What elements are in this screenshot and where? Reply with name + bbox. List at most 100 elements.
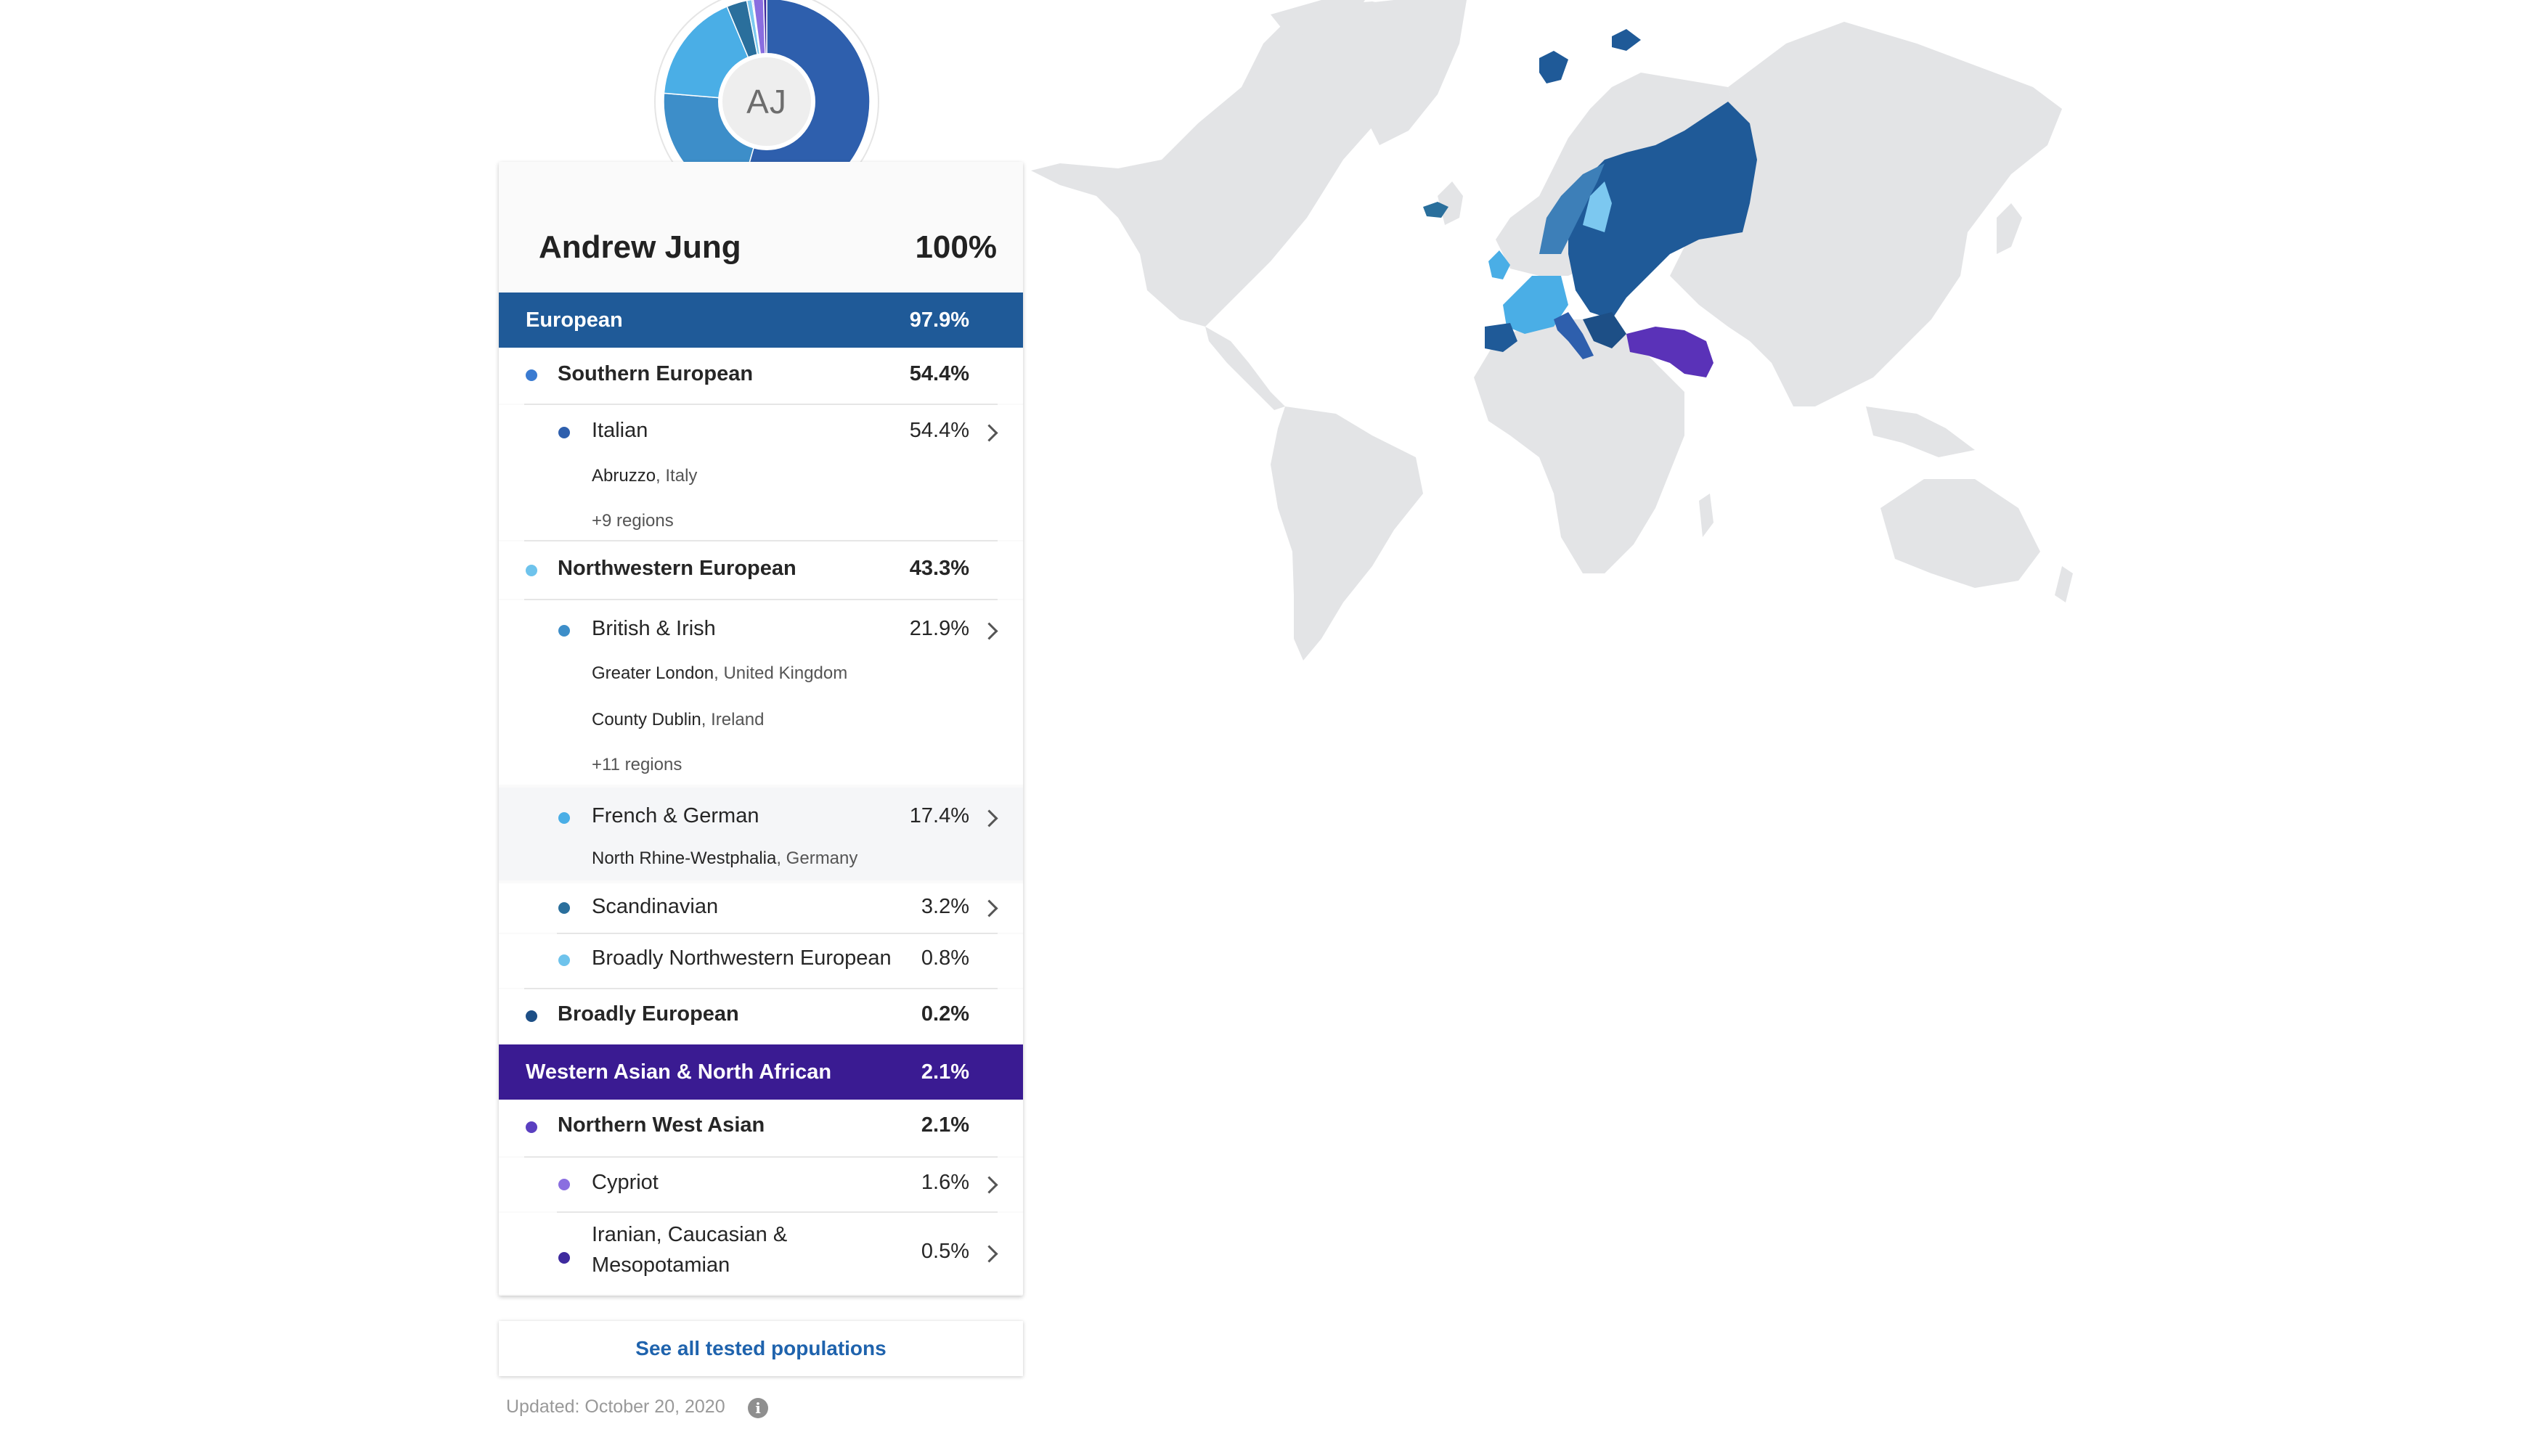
- row-percent: 0.8%: [921, 946, 969, 970]
- color-dot: [558, 427, 570, 438]
- landmass-asia: [1670, 22, 2062, 406]
- region-iceland: [1423, 202, 1448, 218]
- info-icon[interactable]: i: [748, 1398, 768, 1418]
- person-name: Andrew Jung: [539, 229, 741, 265]
- group-header-european[interactable]: European 97.9%: [499, 293, 1023, 348]
- row-scandinavian[interactable]: Scandinavian 3.2%: [499, 883, 1023, 933]
- divider: [524, 540, 998, 541]
- row-label: Broadly European: [558, 1002, 739, 1026]
- chevron-right-icon[interactable]: [980, 1245, 998, 1263]
- row-label-line2: Mesopotamian: [592, 1253, 730, 1277]
- row-label-line1: Iranian, Caucasian &: [592, 1223, 788, 1246]
- updated-date: Updated: October 20, 2020: [506, 1396, 725, 1417]
- color-dot: [558, 902, 570, 914]
- ancestry-breakdown-card: Andrew Jung 100% European 97.9% Southern…: [499, 162, 1023, 1296]
- person-total-percent: 100%: [915, 229, 997, 265]
- avatar-initials: AJ: [746, 83, 787, 120]
- row-cypriot[interactable]: Cypriot 1.6%: [499, 1158, 1023, 1211]
- donut-center: [718, 53, 815, 150]
- row-percent: 0.2%: [921, 1002, 969, 1026]
- row-percent: 54.4%: [909, 362, 969, 385]
- row-label: Scandinavian: [592, 895, 719, 918]
- donut-halo-ring: [654, 0, 879, 210]
- region-item: North Rhine-Westphalia, Germany: [592, 848, 858, 868]
- region-western-asia: [1626, 327, 1713, 377]
- landmass-new-zealand: [2055, 566, 2073, 602]
- group-label: European: [526, 308, 623, 332]
- row-percent: 0.5%: [921, 1240, 969, 1263]
- row-french-german[interactable]: French & German 17.4% North Rhine-Westph…: [499, 788, 1023, 880]
- map-ancestry-highlights: [1423, 29, 1757, 377]
- landmass-south-america: [1271, 406, 1423, 660]
- landmass-greenland: [1329, 0, 1467, 145]
- row-northern-west-asian[interactable]: Northern West Asian 2.1%: [499, 1100, 1023, 1156]
- chevron-right-icon[interactable]: [980, 899, 998, 917]
- region-iberia: [1485, 323, 1517, 352]
- region-scandinavia: [1539, 163, 1605, 254]
- region-italy: [1554, 312, 1594, 359]
- map-land: [1031, 0, 2073, 660]
- divider: [524, 1156, 998, 1158]
- chevron-right-icon[interactable]: [980, 1176, 998, 1194]
- card-header: Andrew Jung 100%: [499, 162, 1023, 293]
- divider: [557, 933, 998, 934]
- landmass-central-america: [1205, 327, 1285, 410]
- region-finland: [1583, 181, 1612, 232]
- row-percent: 2.1%: [921, 1113, 969, 1137]
- row-label: Cypriot: [592, 1171, 659, 1194]
- region-uk-ireland: [1488, 250, 1510, 279]
- group-header-western-asian-north-african[interactable]: Western Asian & North African 2.1%: [499, 1044, 1023, 1100]
- color-dot: [558, 1252, 570, 1264]
- row-percent: 1.6%: [921, 1171, 969, 1194]
- chevron-right-icon[interactable]: [980, 424, 998, 442]
- divider: [524, 988, 998, 989]
- row-northwestern-european[interactable]: Northwestern European 43.3%: [499, 541, 1023, 599]
- landmass-british-isles: [1438, 181, 1463, 225]
- row-label: Northwestern European: [558, 557, 796, 580]
- row-percent: 43.3%: [909, 557, 969, 580]
- row-italian[interactable]: Italian 54.4% Abruzzo, Italy +9 regions: [499, 405, 1023, 540]
- row-british-irish[interactable]: British & Irish 21.9% Greater London, Un…: [499, 600, 1023, 785]
- row-southern-european[interactable]: Southern European 54.4%: [499, 348, 1023, 404]
- chevron-right-icon[interactable]: [980, 622, 998, 640]
- row-percent: 21.9%: [909, 617, 969, 640]
- region-balkans: [1583, 312, 1626, 348]
- color-dot: [558, 954, 570, 966]
- more-regions-link[interactable]: +9 regions: [592, 511, 674, 531]
- row-label: Northern West Asian: [558, 1113, 765, 1137]
- landmass-japan: [1997, 203, 2022, 254]
- row-percent: 3.2%: [921, 895, 969, 918]
- row-label: British & Irish: [592, 617, 716, 640]
- more-regions-link[interactable]: +11 regions: [592, 755, 682, 774]
- row-label: Broadly Northwestern European: [592, 946, 892, 970]
- color-dot: [558, 625, 570, 637]
- landmass-madagascar: [1699, 494, 1713, 537]
- region-item: County Dublin, Ireland: [592, 710, 765, 729]
- region-france-germany: [1503, 276, 1568, 334]
- see-all-tested-populations-button[interactable]: See all tested populations: [499, 1321, 1023, 1376]
- region-item: Abruzzo, Italy: [592, 466, 698, 486]
- row-broadly-european[interactable]: Broadly European 0.2%: [499, 989, 1023, 1044]
- group-label: Western Asian & North African: [526, 1060, 832, 1084]
- color-dot: [526, 369, 537, 381]
- color-dot: [526, 1121, 537, 1133]
- group-percent: 2.1%: [921, 1060, 969, 1084]
- color-dot: [526, 1010, 537, 1022]
- region-item: Greater London, United Kingdom: [592, 663, 848, 683]
- landmass-southeast-asia-islands: [1866, 406, 1975, 457]
- row-iranian-caucasian-mesopotamian[interactable]: Iranian, Caucasian & Mesopotamian 0.5%: [499, 1213, 1023, 1294]
- row-label: French & German: [592, 804, 759, 827]
- region-svalbard: [1539, 51, 1568, 83]
- landmass-africa: [1474, 319, 1684, 573]
- color-dot: [526, 565, 537, 576]
- row-percent: 54.4%: [909, 419, 969, 442]
- color-dot: [558, 1179, 570, 1190]
- divider: [524, 599, 998, 600]
- row-label: Southern European: [558, 362, 754, 385]
- color-dot: [558, 812, 570, 824]
- region-eastern-europe-russia: [1568, 102, 1757, 319]
- row-broadly-northwestern-european[interactable]: Broadly Northwestern European 0.8%: [499, 934, 1023, 988]
- row-percent: 17.4%: [909, 804, 969, 827]
- region-franz-josef: [1612, 29, 1641, 51]
- chevron-right-icon[interactable]: [980, 809, 998, 827]
